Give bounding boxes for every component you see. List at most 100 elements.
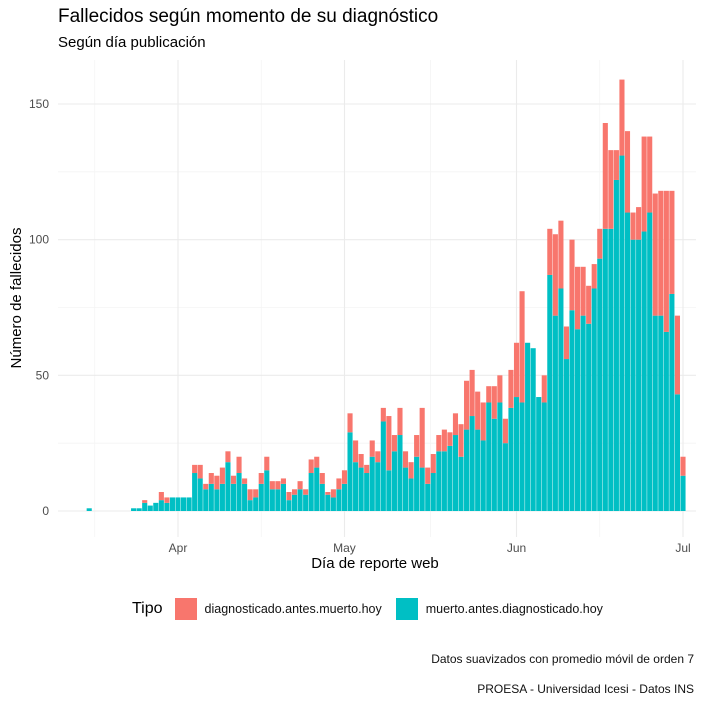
bar-diagnosticado-antes-muerto <box>236 456 242 474</box>
legend-label-diagnosticado: diagnosticado.antes.muerto.hoy <box>204 602 382 616</box>
bar-muerto-antes-diagnosticado <box>169 497 176 511</box>
bar-muerto-antes-diagnosticado <box>214 489 220 511</box>
x-tick-labels: Apr May Jun Jul <box>169 541 691 555</box>
bar-muerto-antes-diagnosticado <box>186 497 192 511</box>
bar-muerto-antes-diagnosticado <box>502 443 508 511</box>
bar-diagnosticado-antes-muerto <box>497 375 503 403</box>
bar-muerto-antes-diagnosticado <box>447 445 453 511</box>
bar-diagnosticado-antes-muerto <box>297 481 303 490</box>
bar-diagnosticado-antes-muerto <box>380 407 386 422</box>
legend: Tipo diagnosticado.antes.muerto.hoy muer… <box>132 596 617 622</box>
y-tick-label: 150 <box>29 97 49 111</box>
bar-diagnosticado-antes-muerto <box>580 266 586 316</box>
bar-diagnosticado-antes-muerto <box>330 489 336 498</box>
bar-diagnosticado-antes-muerto <box>258 473 264 484</box>
bar-diagnosticado-antes-muerto <box>630 212 636 240</box>
bar-diagnosticado-antes-muerto <box>142 500 148 503</box>
bar-diagnosticado-antes-muerto <box>624 131 631 213</box>
bar-diagnosticado-antes-muerto <box>275 481 281 490</box>
bar-diagnosticado-antes-muerto <box>508 369 514 408</box>
bar-muerto-antes-diagnosticado <box>153 502 159 511</box>
caption-source: PROESA - Universidad Icesi - Datos INS <box>477 682 694 696</box>
y-axis-title: Número de fallecidos <box>8 228 25 369</box>
bar-muerto-antes-diagnosticado <box>586 323 592 511</box>
bar-diagnosticado-antes-muerto <box>364 464 370 474</box>
bar-diagnosticado-antes-muerto <box>513 342 520 398</box>
bar-muerto-antes-diagnosticado <box>530 348 536 511</box>
bar-diagnosticado-antes-muerto <box>613 150 619 180</box>
bar-muerto-antes-diagnosticado <box>508 407 514 511</box>
bar-muerto-antes-diagnosticado <box>619 155 625 511</box>
bar-diagnosticado-antes-muerto <box>308 459 314 474</box>
bar-muerto-antes-diagnosticado <box>597 258 603 511</box>
bar-muerto-antes-diagnosticado <box>475 429 481 511</box>
bar-muerto-antes-diagnosticado <box>297 489 303 511</box>
bar-diagnosticado-antes-muerto <box>253 489 259 498</box>
bar-muerto-antes-diagnosticado <box>203 489 209 511</box>
bar-diagnosticado-antes-muerto <box>441 429 447 452</box>
bar-muerto-antes-diagnosticado <box>314 467 320 511</box>
bar-muerto-antes-diagnosticado <box>353 462 359 511</box>
legend-item-diagnosticado: diagnosticado.antes.muerto.hoy <box>174 598 382 620</box>
bar-diagnosticado-antes-muerto <box>647 136 653 213</box>
bar-muerto-antes-diagnosticado <box>414 456 420 511</box>
bar-diagnosticado-antes-muerto <box>558 220 564 289</box>
bar-diagnosticado-antes-muerto <box>291 489 298 495</box>
bar-muerto-antes-diagnosticado <box>341 483 348 511</box>
bar-muerto-antes-diagnosticado <box>602 228 608 511</box>
bar-muerto-antes-diagnosticado <box>630 239 636 511</box>
bar-diagnosticado-antes-muerto <box>464 380 470 430</box>
legend-title: Tipo <box>132 600 163 617</box>
bar-muerto-antes-diagnosticado <box>230 483 237 511</box>
bar-diagnosticado-antes-muerto <box>575 266 581 330</box>
bar-diagnosticado-antes-muerto <box>375 451 381 463</box>
x-tick-label: May <box>333 541 356 555</box>
bar-diagnosticado-antes-muerto <box>452 413 459 436</box>
bar-muerto-antes-diagnosticado <box>563 359 570 511</box>
bar-muerto-antes-diagnosticado <box>519 402 525 511</box>
bar-diagnosticado-antes-muerto <box>336 478 342 490</box>
bar-diagnosticado-antes-muerto <box>608 150 614 229</box>
bar-muerto-antes-diagnosticado <box>336 489 342 511</box>
bar-diagnosticado-antes-muerto <box>425 467 431 484</box>
bar-diagnosticado-antes-muerto <box>225 451 231 463</box>
bar-muerto-antes-diagnosticado <box>547 274 553 511</box>
bar-muerto-antes-diagnosticado <box>647 212 653 512</box>
chart-subtitle: Según día publicación <box>58 34 206 51</box>
bar-diagnosticado-antes-muerto <box>541 375 547 403</box>
bar-diagnosticado-antes-muerto <box>475 391 481 430</box>
bar-muerto-antes-diagnosticado <box>613 179 619 511</box>
y-tick-labels: 0 50 100 150 <box>29 97 49 518</box>
bar-diagnosticado-antes-muerto <box>447 432 453 446</box>
bar-layer <box>86 79 686 512</box>
bar-diagnosticado-antes-muerto <box>552 234 558 316</box>
y-tick-label: 0 <box>42 504 49 518</box>
bar-muerto-antes-diagnosticado <box>674 394 681 511</box>
bar-diagnosticado-antes-muerto <box>353 440 359 463</box>
bar-muerto-antes-diagnosticado <box>680 475 686 511</box>
bar-diagnosticado-antes-muerto <box>197 464 203 479</box>
bar-muerto-antes-diagnosticado <box>347 432 353 511</box>
x-tick-label: Jun <box>507 541 526 555</box>
bar-muerto-antes-diagnosticado <box>158 500 164 511</box>
bar-muerto-antes-diagnosticado <box>330 497 336 511</box>
bar-diagnosticado-antes-muerto <box>591 264 597 289</box>
bar-muerto-antes-diagnosticado <box>497 402 503 511</box>
bar-muerto-antes-diagnosticado <box>325 494 331 511</box>
bar-muerto-antes-diagnosticado <box>247 500 253 511</box>
bar-muerto-antes-diagnosticado <box>164 502 170 511</box>
bar-diagnosticado-antes-muerto <box>386 416 392 471</box>
legend-label-muerto: muerto.antes.diagnosticado.hoy <box>425 602 603 616</box>
bar-diagnosticado-antes-muerto <box>663 190 669 332</box>
bar-diagnosticado-antes-muerto <box>391 435 397 452</box>
bar-muerto-antes-diagnosticado <box>580 315 586 511</box>
bar-diagnosticado-antes-muerto <box>680 456 686 476</box>
bar-muerto-antes-diagnosticado <box>280 483 286 511</box>
bar-diagnosticado-antes-muerto <box>358 454 364 468</box>
bar-muerto-antes-diagnosticado <box>536 397 542 511</box>
bar-muerto-antes-diagnosticado <box>419 467 425 511</box>
bar-muerto-antes-diagnosticado <box>402 467 409 511</box>
bar-muerto-antes-diagnosticado <box>142 502 148 511</box>
bar-diagnosticado-antes-muerto <box>547 228 553 275</box>
bar-muerto-antes-diagnosticado <box>253 497 259 511</box>
